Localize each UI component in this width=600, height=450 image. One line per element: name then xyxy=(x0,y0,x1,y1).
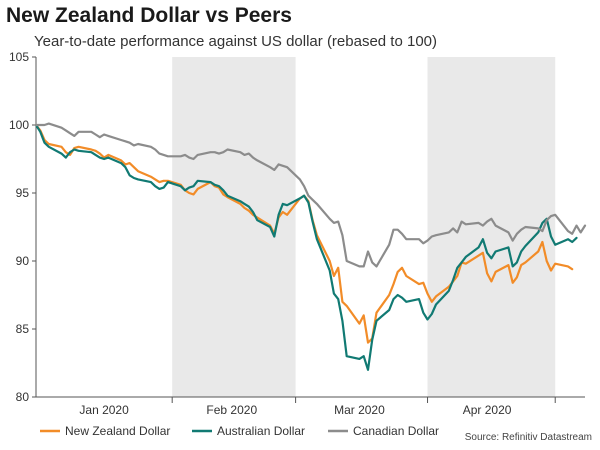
source-note: Source: Refinitiv Datastream xyxy=(464,432,592,443)
shaded-period-2 xyxy=(427,57,556,397)
legend-label: Canadian Dollar xyxy=(353,424,439,438)
y-tick-label: 90 xyxy=(16,254,30,268)
series-line-canadian-dollar xyxy=(34,122,587,268)
legend-label: New Zealand Dollar xyxy=(65,424,170,438)
x-tick-label: Feb 2020 xyxy=(206,403,257,417)
x-tick-label: Jan 2020 xyxy=(79,403,129,417)
chart-subtitle: Year-to-date performance against US doll… xyxy=(34,33,438,50)
y-tick-label: 105 xyxy=(9,50,29,64)
legend-label: Australian Dollar xyxy=(217,424,305,438)
y-tick-label: 85 xyxy=(16,322,30,336)
y-tick-label: 100 xyxy=(9,118,29,132)
chart-title: New Zealand Dollar vs Peers xyxy=(6,4,292,27)
y-tick-label: 95 xyxy=(16,186,30,200)
series-line-australian-dollar xyxy=(34,123,578,371)
x-tick-label: Mar 2020 xyxy=(334,403,385,417)
x-tick-label: Apr 2020 xyxy=(463,403,512,417)
series-lines xyxy=(34,122,587,371)
legend: New Zealand Dollar Australian Dollar Canad… xyxy=(40,424,439,438)
y-tick-label: 80 xyxy=(16,390,30,404)
